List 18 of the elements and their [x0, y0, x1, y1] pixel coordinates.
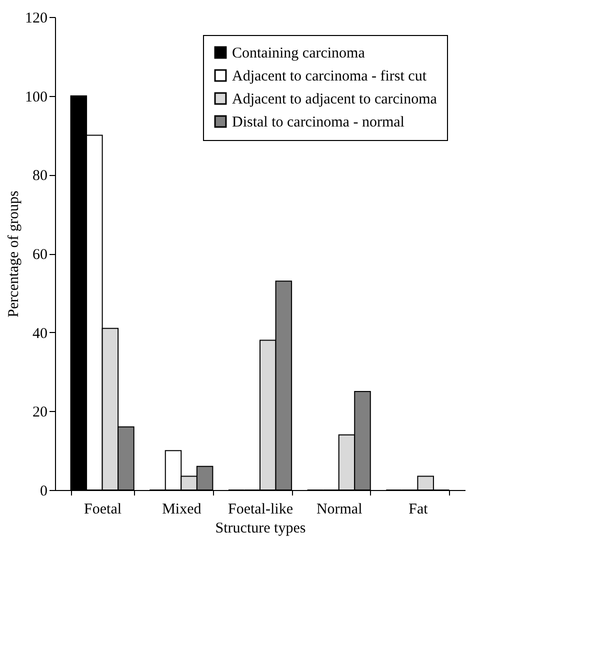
- x-axis-title: Structure types: [215, 520, 306, 536]
- y-tick-label: 120: [25, 10, 48, 26]
- y-axis-title: Percentage of groups: [6, 190, 22, 318]
- x-tick-label: Foetal-like: [228, 502, 294, 518]
- y-tick-label: 80: [32, 168, 48, 184]
- y-tick-label: 100: [25, 89, 48, 106]
- x-tick-label: Mixed: [162, 502, 202, 518]
- x-tick-label: Foetal: [84, 502, 122, 518]
- legend-label: Distal to carcinoma - normal: [232, 114, 404, 130]
- x-tick-label: Normal: [316, 502, 362, 518]
- legend-label: Adjacent to carcinoma - first cut: [232, 68, 428, 84]
- y-tick-label: 60: [32, 247, 48, 263]
- x-tick-label: Fat: [408, 502, 429, 518]
- y-tick-label: 0: [40, 484, 48, 500]
- legend-label: Containing carcinoma: [232, 46, 366, 62]
- legend-label: Adjacent to adjacent to carcinoma: [232, 92, 438, 108]
- y-tick-label: 20: [32, 404, 48, 421]
- y-tick-label: 40: [32, 326, 48, 342]
